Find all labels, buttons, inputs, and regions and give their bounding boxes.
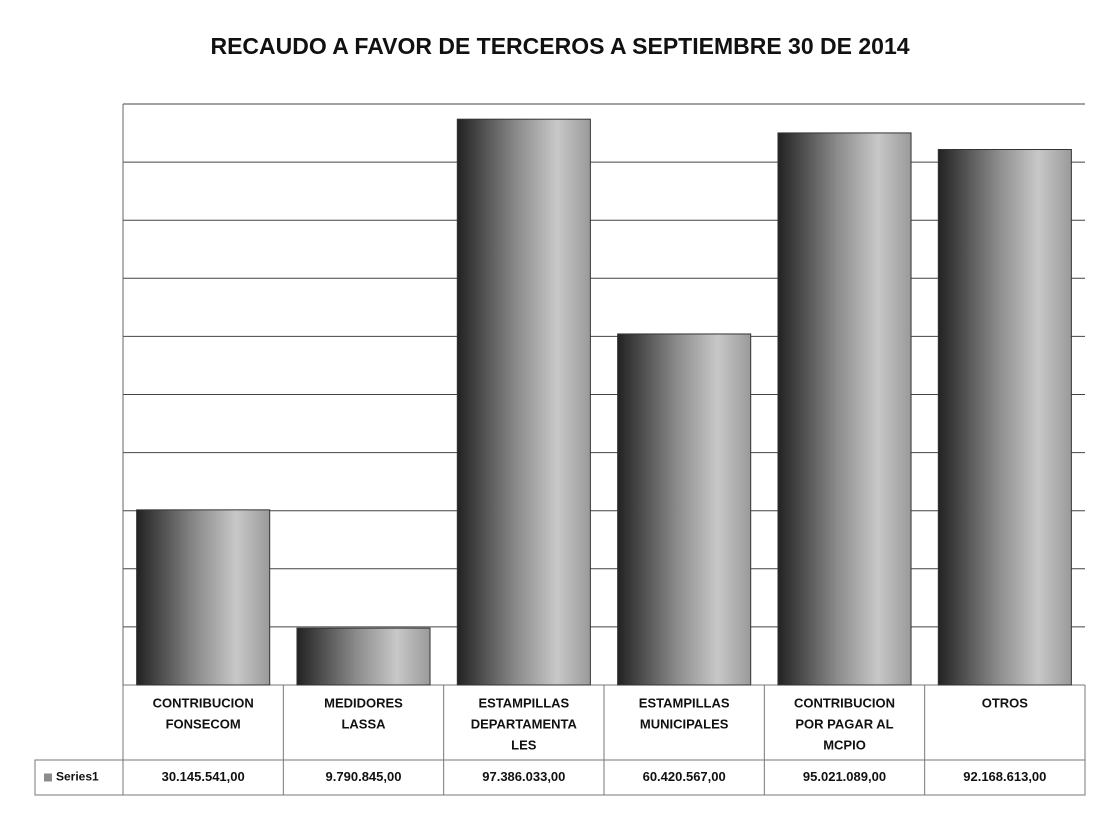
data-table-value: 30.145.541,00: [162, 769, 245, 784]
x-tick-label: MUNICIPALES: [640, 716, 729, 731]
data-table-value: 92.168.613,00: [963, 769, 1046, 784]
x-tick-label: POR PAGAR AL: [795, 716, 893, 731]
bar: [617, 333, 752, 686]
bar: [136, 509, 271, 686]
x-tick-label: LASSA: [341, 716, 386, 731]
bar: [456, 118, 591, 686]
x-tick-label: MEDIDORES: [324, 695, 403, 710]
x-tick-label: LES: [511, 737, 537, 752]
bar: [296, 627, 431, 686]
data-table-value: 95.021.089,00: [803, 769, 886, 784]
x-tick-label: CONTRIBUCION: [153, 695, 254, 710]
data-table-value: 97.386.033,00: [482, 769, 565, 784]
legend-label: Series1: [56, 770, 99, 784]
x-tick-label: ESTAMPILLAS: [478, 695, 569, 710]
x-tick-label: MCPIO: [823, 737, 866, 752]
chart-title: RECAUDO A FAVOR DE TERCEROS A SEPTIEMBRE…: [210, 33, 909, 59]
x-tick-label: CONTRIBUCION: [794, 695, 895, 710]
x-tick-label: FONSECOM: [166, 716, 241, 731]
x-tick-label: DEPARTAMENTA: [471, 716, 578, 731]
data-table-value: 60.420.567,00: [643, 769, 726, 784]
bar: [937, 149, 1072, 686]
x-tick-label: OTROS: [982, 695, 1029, 710]
legend-key: [44, 773, 52, 782]
data-table-value: 9.790.845,00: [326, 769, 402, 784]
bar: [777, 132, 912, 686]
x-tick-label: ESTAMPILLAS: [639, 695, 730, 710]
